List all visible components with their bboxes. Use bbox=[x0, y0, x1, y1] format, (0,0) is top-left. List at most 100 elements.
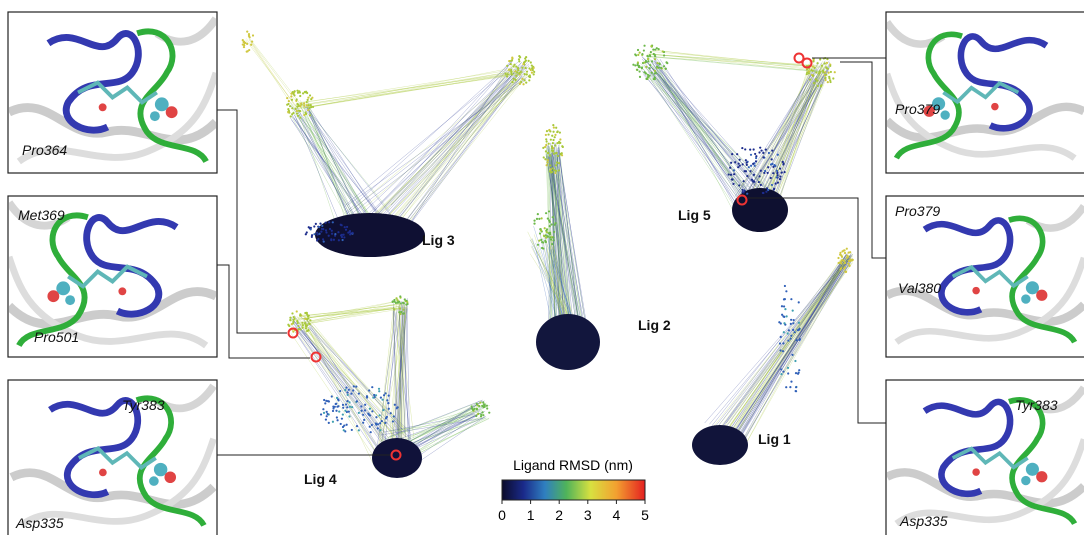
node bbox=[762, 152, 764, 154]
node bbox=[388, 408, 390, 410]
node bbox=[378, 390, 380, 392]
node bbox=[311, 236, 313, 238]
node bbox=[307, 99, 309, 101]
node bbox=[393, 301, 395, 303]
node bbox=[296, 113, 298, 115]
node bbox=[337, 405, 339, 407]
node bbox=[346, 424, 348, 426]
node bbox=[549, 168, 551, 170]
node bbox=[781, 305, 783, 307]
node bbox=[639, 52, 641, 54]
node bbox=[639, 66, 641, 68]
node bbox=[306, 92, 308, 94]
node bbox=[358, 412, 360, 414]
node bbox=[537, 244, 539, 246]
node bbox=[355, 386, 357, 388]
node bbox=[339, 390, 341, 392]
edge bbox=[642, 70, 747, 209]
node bbox=[305, 324, 307, 326]
node bbox=[326, 413, 328, 415]
node bbox=[555, 164, 557, 166]
node bbox=[326, 411, 328, 413]
edge bbox=[739, 258, 847, 421]
node bbox=[777, 174, 779, 176]
node bbox=[789, 386, 791, 388]
edge bbox=[294, 114, 360, 232]
node bbox=[780, 373, 782, 375]
node bbox=[731, 153, 733, 155]
colorbar bbox=[502, 480, 645, 500]
node bbox=[645, 60, 647, 62]
node bbox=[840, 267, 842, 269]
node bbox=[292, 319, 294, 321]
node bbox=[517, 67, 519, 69]
node bbox=[310, 228, 312, 230]
node bbox=[643, 49, 645, 51]
node bbox=[384, 422, 386, 424]
node bbox=[846, 248, 848, 250]
node bbox=[346, 391, 348, 393]
node bbox=[304, 322, 306, 324]
node bbox=[519, 72, 521, 74]
node bbox=[396, 299, 398, 301]
node bbox=[398, 311, 400, 313]
node bbox=[656, 62, 658, 64]
node bbox=[788, 329, 790, 331]
node bbox=[480, 414, 482, 416]
node bbox=[737, 163, 739, 165]
node bbox=[559, 138, 561, 140]
node bbox=[352, 389, 354, 391]
node bbox=[546, 130, 548, 132]
node bbox=[472, 409, 474, 411]
node bbox=[298, 110, 300, 112]
panel bbox=[886, 196, 1084, 357]
node bbox=[299, 95, 301, 97]
networks bbox=[242, 31, 854, 478]
node bbox=[778, 321, 780, 323]
edge bbox=[303, 103, 391, 215]
residue-label: Tyr383 bbox=[1015, 397, 1058, 413]
node bbox=[251, 41, 253, 43]
node bbox=[552, 237, 554, 239]
node bbox=[316, 239, 318, 241]
node bbox=[634, 64, 636, 66]
node bbox=[545, 212, 547, 214]
node bbox=[553, 126, 555, 128]
node bbox=[393, 308, 395, 310]
node bbox=[658, 48, 660, 50]
node bbox=[763, 172, 765, 174]
edge bbox=[376, 65, 526, 237]
node bbox=[840, 262, 842, 264]
node bbox=[663, 65, 665, 67]
node bbox=[524, 57, 526, 59]
edge bbox=[388, 63, 524, 214]
node bbox=[533, 223, 535, 225]
node bbox=[841, 256, 843, 258]
node bbox=[304, 111, 306, 113]
edge bbox=[304, 318, 376, 470]
node bbox=[810, 69, 812, 71]
node bbox=[344, 226, 346, 228]
node bbox=[556, 142, 558, 144]
edge bbox=[735, 258, 853, 455]
edge bbox=[741, 74, 811, 196]
edge bbox=[381, 77, 519, 231]
node bbox=[636, 64, 638, 66]
node bbox=[824, 77, 826, 79]
node bbox=[250, 44, 252, 46]
node bbox=[396, 407, 398, 409]
node bbox=[343, 236, 345, 238]
connector bbox=[217, 110, 287, 333]
node bbox=[781, 172, 783, 174]
node bbox=[303, 105, 305, 107]
node bbox=[476, 408, 478, 410]
node bbox=[348, 415, 350, 417]
node bbox=[297, 325, 299, 327]
node bbox=[344, 410, 346, 412]
colorbar-title: Ligand RMSD (nm) bbox=[513, 457, 633, 473]
node bbox=[782, 161, 784, 163]
node bbox=[759, 147, 761, 149]
node bbox=[824, 62, 826, 64]
node bbox=[405, 304, 407, 306]
node bbox=[746, 193, 748, 195]
